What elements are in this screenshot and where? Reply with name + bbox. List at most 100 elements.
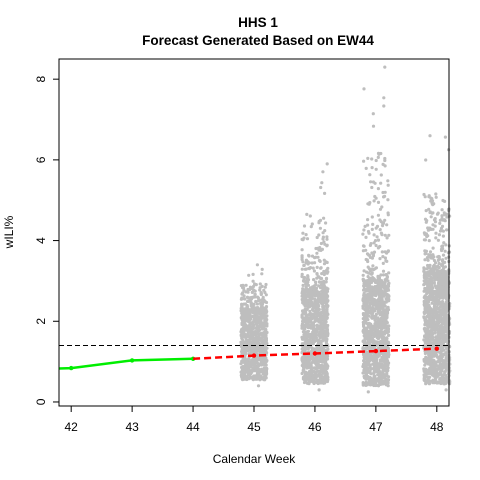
simulation-point xyxy=(425,291,429,296)
simulation-point xyxy=(383,218,387,222)
simulation-point xyxy=(429,315,433,319)
simulation-point xyxy=(313,319,317,323)
simulation-point xyxy=(373,280,378,284)
simulation-point xyxy=(368,173,372,177)
simulation-point xyxy=(254,318,258,322)
simulation-point xyxy=(428,375,432,379)
simulation-point xyxy=(311,328,316,332)
simulation-point xyxy=(264,360,268,364)
simulation-point xyxy=(321,337,325,341)
simulation-point xyxy=(370,215,374,219)
simulation-point xyxy=(264,305,269,309)
simulation-point xyxy=(442,269,446,274)
simulation-point xyxy=(386,211,390,215)
simulation-point xyxy=(264,335,268,339)
simulation-point xyxy=(241,348,245,353)
simulation-point xyxy=(245,364,249,369)
simulation-point xyxy=(316,255,320,259)
simulation-point xyxy=(423,363,427,367)
simulation-point xyxy=(308,214,312,218)
observed-line xyxy=(58,357,194,370)
simulation-point xyxy=(320,360,325,364)
forecast-median-point xyxy=(312,351,318,356)
simulation-point xyxy=(305,371,309,375)
simulation-point xyxy=(312,304,316,309)
simulation-point xyxy=(263,290,267,295)
simulation-week-48 xyxy=(422,134,452,392)
simulation-point xyxy=(383,337,387,341)
simulation-point xyxy=(300,322,304,326)
simulation-point xyxy=(369,367,373,371)
simulation-point xyxy=(383,290,387,294)
simulation-point xyxy=(368,309,373,313)
chart-subtitle: Forecast Generated Based on EW44 xyxy=(142,33,374,48)
simulation-point xyxy=(436,317,440,321)
simulation-point xyxy=(300,297,304,302)
simulation-point xyxy=(312,366,316,370)
simulation-point xyxy=(385,321,389,325)
simulation-point xyxy=(244,283,248,287)
simulation-point xyxy=(434,231,438,235)
simulation-point xyxy=(247,324,251,328)
simulation-week-47 xyxy=(361,65,391,394)
simulation-point xyxy=(301,346,305,350)
simulation-point xyxy=(436,374,440,378)
simulation-point xyxy=(319,266,323,270)
simulation-point xyxy=(254,368,258,372)
simulation-point xyxy=(241,369,245,373)
simulation-point xyxy=(320,297,324,302)
simulation-point xyxy=(443,286,447,290)
simulation-point xyxy=(373,314,377,319)
simulation-point xyxy=(240,292,244,296)
simulation-point xyxy=(440,336,445,340)
simulation-point xyxy=(386,249,390,253)
simulation-point xyxy=(377,275,381,279)
simulation-point xyxy=(430,288,434,292)
simulation-point xyxy=(315,272,319,276)
simulation-point xyxy=(320,280,324,284)
simulation-point xyxy=(443,249,447,253)
simulation-point xyxy=(439,295,443,299)
simulation-point xyxy=(383,362,388,366)
simulation-point xyxy=(324,276,329,280)
simulation-point xyxy=(437,327,441,331)
simulation-point xyxy=(425,337,429,341)
simulation-point xyxy=(437,331,441,335)
simulation-point xyxy=(381,190,385,195)
simulation-point xyxy=(361,381,365,385)
simulation-point xyxy=(378,379,382,383)
simulation-point xyxy=(444,351,448,355)
simulation-point xyxy=(442,376,446,380)
simulation-point xyxy=(265,322,269,326)
simulation-point xyxy=(373,302,377,306)
simulation-point xyxy=(315,323,319,327)
simulation-point xyxy=(245,369,249,373)
simulation-point xyxy=(448,356,452,360)
y-tick-label: 4 xyxy=(34,237,48,244)
simulation-point xyxy=(304,261,308,265)
simulation-point xyxy=(322,282,326,286)
simulation-point xyxy=(250,295,254,300)
simulation-point xyxy=(263,310,267,314)
simulation-point xyxy=(385,223,389,227)
simulation-point xyxy=(301,288,305,292)
x-tick-label: 45 xyxy=(247,420,261,434)
simulation-point xyxy=(381,313,385,317)
simulation-point xyxy=(376,285,380,289)
simulation-point xyxy=(438,229,443,233)
simulation-point xyxy=(239,340,243,345)
simulation-point xyxy=(260,272,264,276)
simulation-point xyxy=(376,281,380,285)
simulation-point xyxy=(239,373,243,377)
simulation-point xyxy=(372,241,376,245)
simulation-point xyxy=(383,358,387,363)
simulation-point xyxy=(445,337,449,341)
simulation-point xyxy=(324,221,328,225)
simulation-point xyxy=(307,312,311,317)
simulation-point xyxy=(310,261,314,265)
simulation-point xyxy=(319,364,324,368)
simulation-point xyxy=(314,333,318,338)
simulation-point xyxy=(431,227,435,231)
simulation-point xyxy=(306,283,310,287)
simulation-point xyxy=(256,363,260,367)
